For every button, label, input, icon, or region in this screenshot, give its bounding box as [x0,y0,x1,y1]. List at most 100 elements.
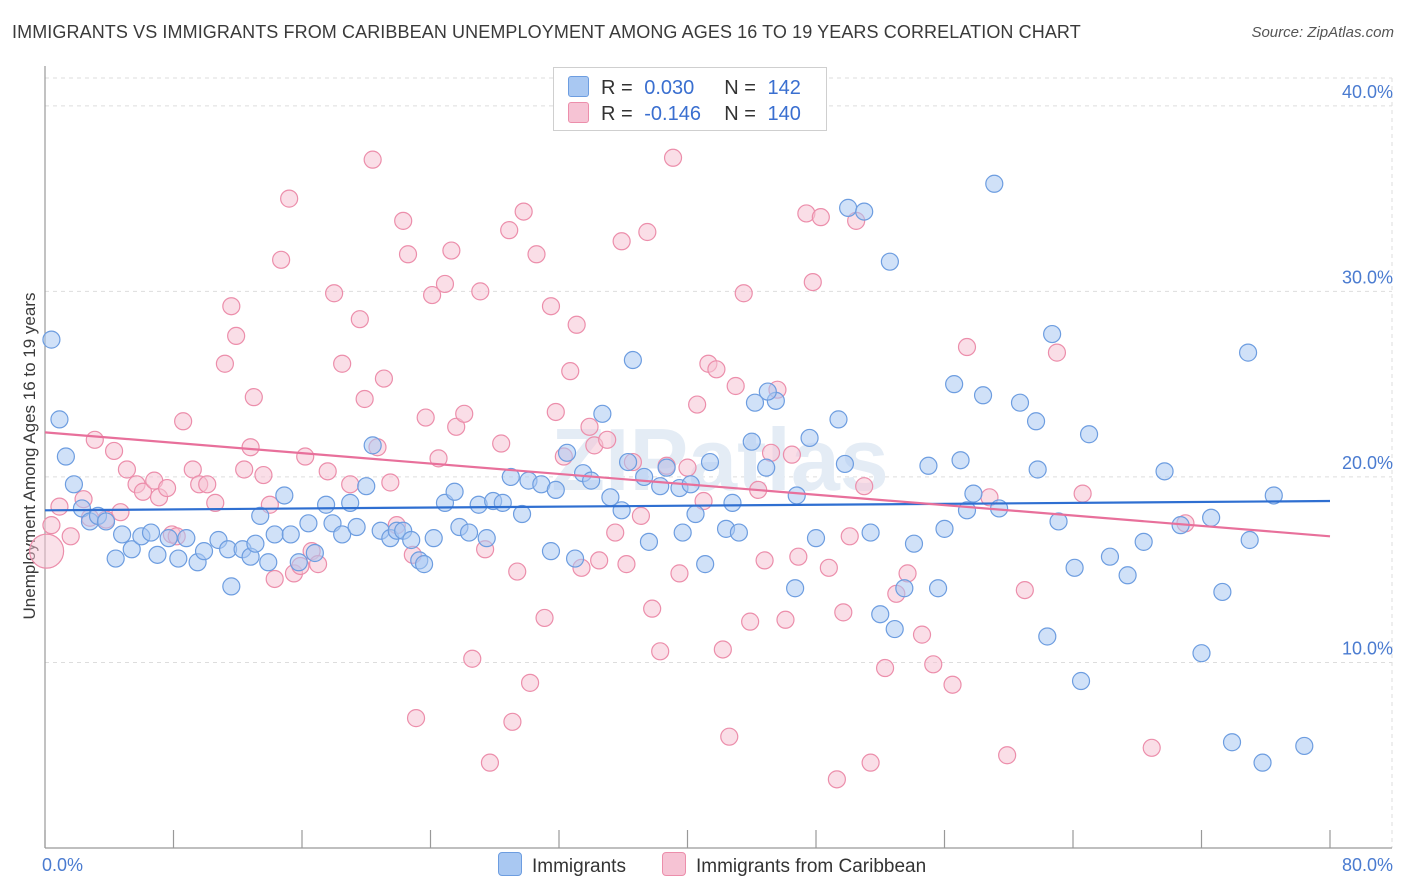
legend-item-immigrants: Immigrants [498,852,626,878]
caribbean-point [789,547,808,566]
caribbean-point [508,562,527,581]
caribbean-point [713,640,732,659]
immigrants-point [1222,733,1242,752]
caribbean-point [480,753,500,772]
immigrants-point [459,523,479,542]
caribbean-point [463,649,482,668]
caribbean-point [898,564,917,583]
immigrants-point [169,549,188,568]
caribbean-point [670,564,689,583]
caribbean-point [590,551,609,570]
immigrants-point [251,506,270,525]
caribbean-point [598,430,617,449]
immigrants-point [829,410,848,429]
immigrants-point [657,458,676,477]
caribbean-point [227,326,246,346]
caribbean-point [244,388,263,407]
caribbean-point [580,417,599,436]
immigrants-point [56,447,75,466]
caribbean-point [355,389,374,409]
caribbean-point [561,362,580,381]
caribbean-point [535,608,554,628]
caribbean-trend-line [44,431,1331,538]
immigrants-point [194,542,214,561]
caribbean-point [612,232,631,251]
immigrants-point [1238,343,1258,362]
caribbean-point [1047,343,1067,362]
caribbean-point [663,148,683,167]
caribbean-point [500,221,519,240]
r-value-immigrants: 0.030 [644,77,695,99]
immigrants-point [546,480,565,500]
immigrants-point [1038,627,1057,646]
trend-lines [44,431,1331,538]
caribbean-point [215,354,234,373]
y-tick-label: 40.0% [1342,82,1393,102]
immigrants-point [493,493,512,512]
immigrants-point [106,549,125,568]
immigrants-point [651,477,670,496]
immigrants-point [541,542,561,561]
x-tick-label: 80.0% [1342,855,1393,875]
immigrants-point [861,523,880,542]
caribbean-point [254,465,273,485]
r-value-caribbean: -0.146 [644,103,701,125]
n-value-immigrants: 142 [767,77,801,99]
immigrants-point [259,553,278,572]
caribbean-point [85,430,104,449]
caribbean-point [827,770,846,789]
caribbean-point [1015,580,1034,600]
blue-square-icon [498,852,522,876]
immigrants-point [1049,512,1068,531]
immigrants-point [973,386,993,405]
immigrants-point [1134,532,1153,551]
immigrants-point [281,525,300,544]
caribbean-point [803,272,822,292]
immigrants-point [1295,736,1314,756]
immigrants-point [333,525,352,544]
immigrants-point [696,555,715,574]
caribbean-point [117,460,137,479]
caribbean-point [206,493,225,512]
immigrants-point [612,501,631,520]
immigrants-point [222,577,241,596]
caribbean-point [471,282,490,301]
caribbean-point [651,642,670,661]
immigrants-point [700,452,720,472]
immigrants-point [757,458,776,477]
immigrants-point [1043,324,1062,344]
axes [44,66,1392,849]
caribbean-point [104,441,124,461]
immigrants-point [964,484,983,503]
caribbean-point [241,438,260,457]
pink-square-icon [662,852,686,876]
immigrants-point [1028,460,1047,479]
immigrants-point [786,579,805,598]
immigrants-point [855,202,874,221]
immigrants-point [745,393,765,412]
immigrants-point [1253,753,1272,772]
immigrants-point [593,404,612,423]
caribbean-point [567,315,586,334]
caribbean-point [514,202,533,221]
caribbean-point [133,482,153,501]
immigrants-point [347,517,366,537]
immigrants-point [686,504,705,524]
immigrants-point [919,456,938,475]
immigrants-point [512,504,532,524]
caribbean-point [720,727,739,746]
immigrants-point [357,477,376,496]
caribbean-point [617,555,636,574]
immigrants-point [501,467,520,487]
caribbean-point [782,445,802,464]
caribbean-point [333,354,352,373]
caribbean-point [924,655,943,674]
caribbean-point [861,753,880,772]
caribbean-point [435,274,455,294]
immigrants-point [723,493,742,512]
caribbean-point [442,241,461,260]
immigrants-point [951,451,970,470]
caribbean-point [912,625,932,644]
immigrants-point [639,532,659,551]
y-tick-label: 10.0% [1342,638,1393,658]
